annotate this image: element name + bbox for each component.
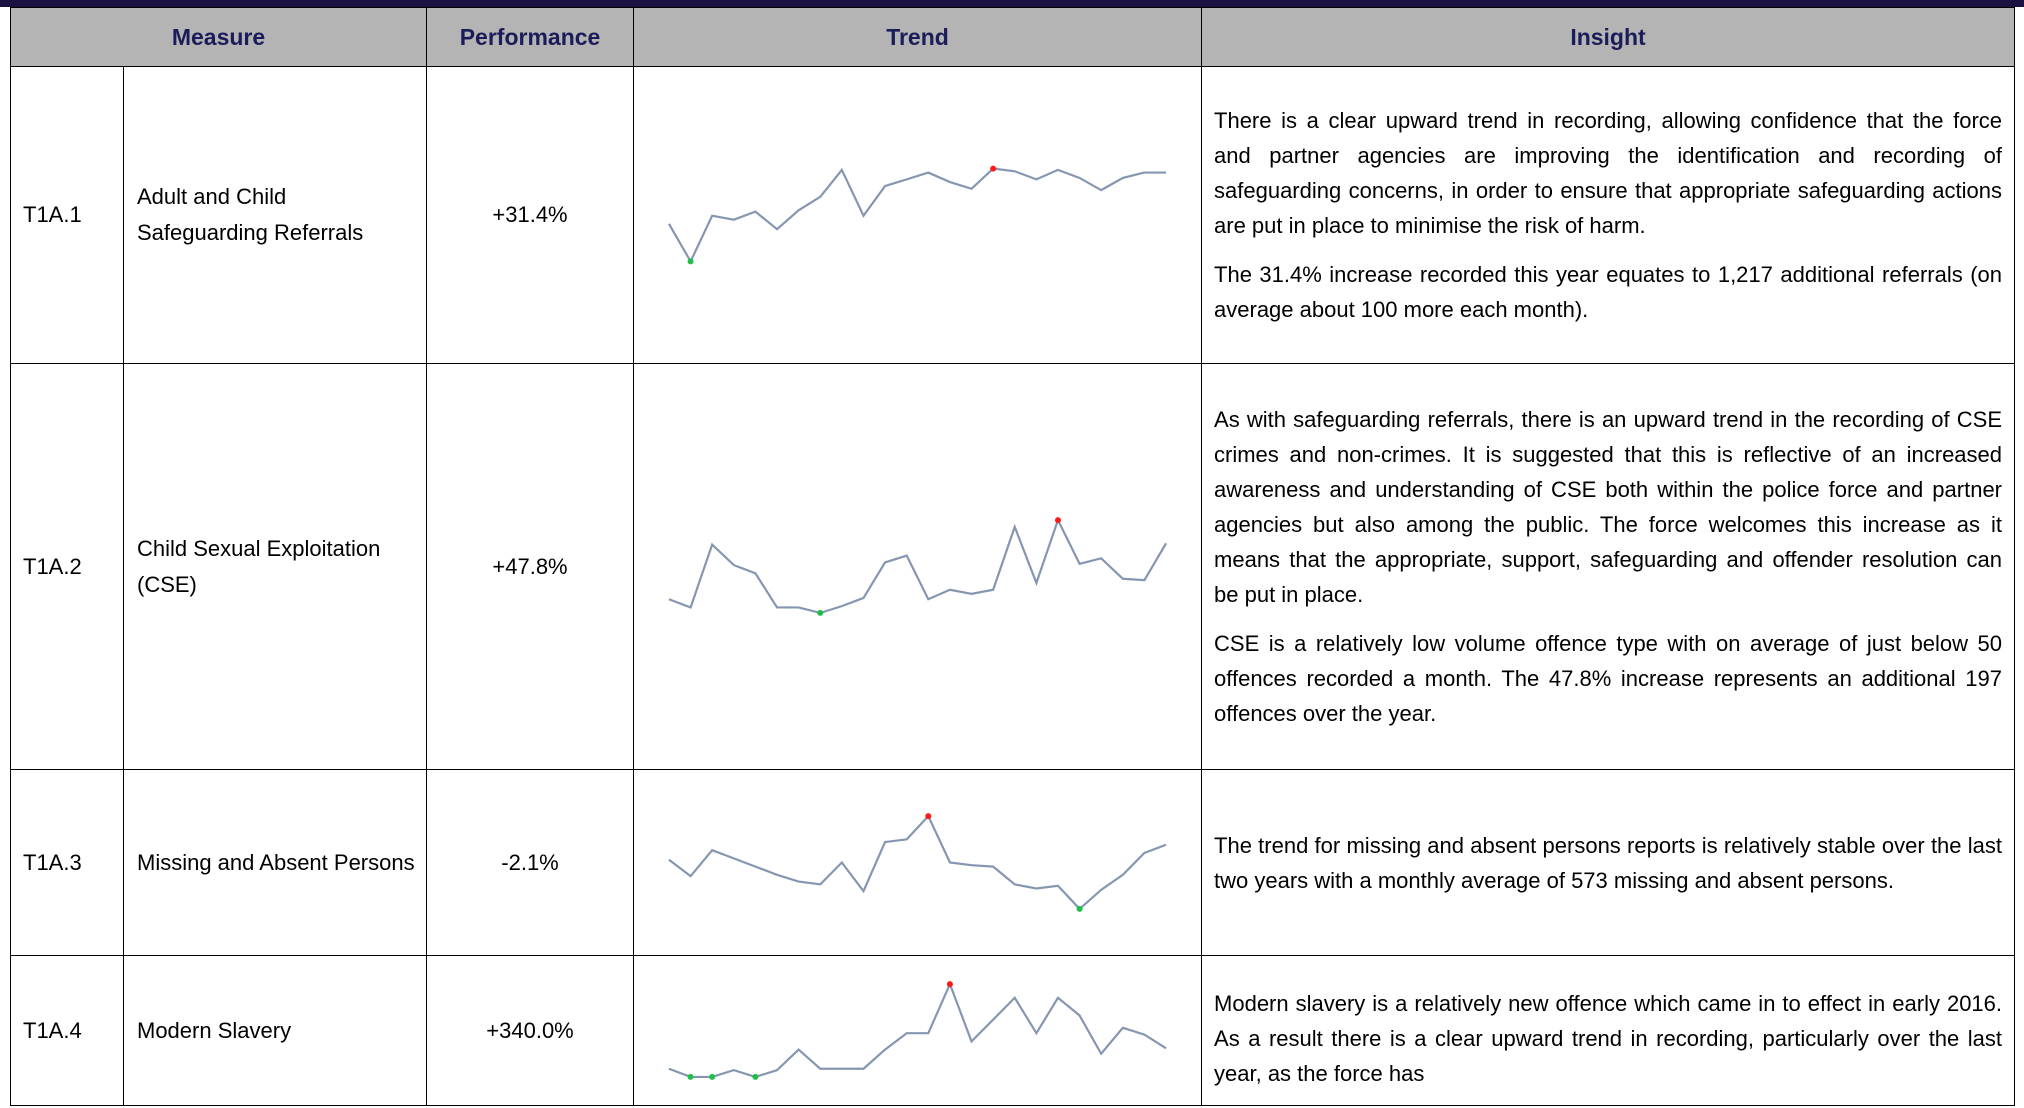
header-cell: Insight [1201,7,2016,67]
measure-name: Child Sexual Exploitation (CSE) [122,363,428,770]
insight-cell: As with safeguarding referrals, there is… [1201,363,2016,770]
header-cell: Trend [633,7,1203,67]
table-row: T1A.1 Adult and Child Safeguarding Referr… [10,66,2016,364]
trend-line [668,981,1167,1079]
low-point [752,1073,759,1080]
top-bar [0,0,2024,7]
insight-paragraph: As with safeguarding referrals, there is… [1214,407,2003,607]
trend-cell [633,66,1203,364]
insight-cell: Modern slavery is a relatively new offen… [1201,955,2016,1106]
high-point [1055,517,1062,524]
insight-paragraph: The 31.4% increase recorded this year eq… [1214,262,2003,322]
high-point [990,165,997,172]
insight-paragraph: CSE is a relatively low volume offence t… [1214,631,2003,726]
performance: +340.0% [426,955,635,1106]
low-point [687,258,694,265]
sparkline [668,517,1168,616]
measure-name: Missing and Absent Persons [122,769,428,956]
trend-cell [633,955,1203,1106]
header-row: Measure Performance Trend Insight [9,7,2016,67]
high-point [946,981,953,988]
header-cell: Measure [9,7,428,67]
header-cell: Performance [426,7,635,67]
trend-line [668,517,1168,615]
high-point [925,813,932,820]
low-point [687,1073,694,1080]
sparkline [668,981,1167,1080]
measure-id: T1A.1 [10,66,124,364]
insight-paragraph: There is a clear upward trend in recordi… [1214,108,2003,238]
trend-line [668,167,1167,264]
measure-id: T1A.2 [10,363,124,770]
table-row: T1A.3 Missing and Absent Persons -2.1% The … [10,769,2016,956]
insight-cell: The trend for missing and absent persons… [1201,769,2016,956]
performance: -2.1% [426,769,635,956]
insight-paragraph: Modern slavery is a relatively new offen… [1214,991,2003,1086]
trend-cell [633,769,1203,956]
performance: +31.4% [426,66,635,364]
sparkline [668,165,1167,265]
measure-name: Adult and Child Safeguarding Referrals [122,66,428,364]
low-point [709,1073,716,1080]
insight-cell: There is a clear upward trend in recordi… [1201,66,2016,364]
table-row: T1A.4 Modern Slavery +340.0% Modern slavery… [10,955,2016,1106]
sparkline [668,813,1167,912]
measure-name: Modern Slavery [122,955,428,1106]
trend-cell [633,363,1203,770]
table-body: T1A.1 Adult and Child Safeguarding Referr… [10,66,2016,1106]
performance: +47.8% [426,363,635,770]
measure-id: T1A.3 [10,769,124,956]
low-point [817,609,824,616]
trend-line [668,814,1167,911]
table-row: T1A.2 Child Sexual Exploitation (CSE) +47.… [10,363,2016,770]
low-point [1076,905,1083,912]
measure-id: T1A.4 [10,955,124,1106]
measures-table: Measure Performance Trend Insight T1A.1 A… [9,7,2016,1106]
insight-paragraph: The trend for missing and absent persons… [1214,832,2003,893]
